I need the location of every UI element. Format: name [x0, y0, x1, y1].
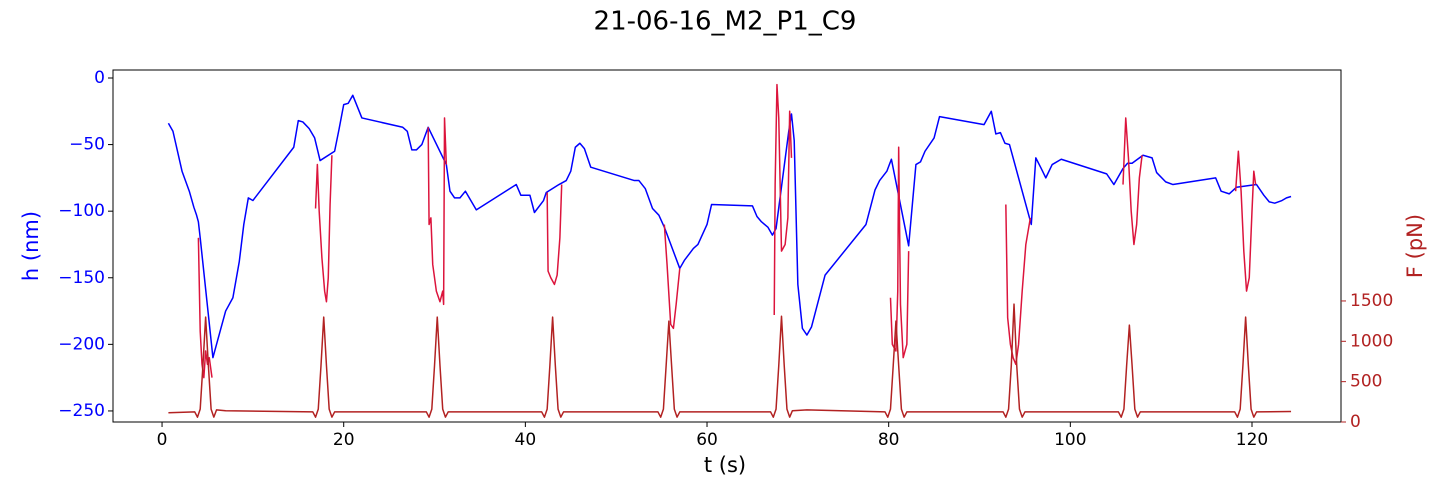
y-tick-label: 0	[94, 68, 105, 88]
y2-tick-label: 1000	[1350, 331, 1393, 351]
chart-title: 21-06-16_M2_P1_C9	[594, 7, 857, 37]
y2-tick-label: 1500	[1350, 291, 1393, 311]
x-tick-label: 100	[1054, 430, 1086, 450]
y2-tick-label: 0	[1350, 412, 1361, 432]
y2-axis-label: F (pN)	[1403, 214, 1427, 278]
x-tick-label: 60	[696, 430, 718, 450]
y-tick-label: −250	[58, 401, 105, 421]
y-tick-label: −100	[58, 201, 105, 221]
y2-tick-label: 500	[1350, 372, 1382, 392]
x-axis-label: t (s)	[704, 453, 746, 477]
x-tick-label: 0	[157, 430, 168, 450]
data-line	[168, 303, 1292, 418]
y-axis-label: h (nm)	[19, 211, 43, 281]
x-tick-label: 40	[515, 430, 537, 450]
y-tick-label: −50	[69, 135, 105, 155]
x-tick-label: 20	[333, 430, 355, 450]
plot-frame	[112, 69, 1342, 423]
data-line	[167, 94, 1292, 359]
x-tick-label: 120	[1236, 430, 1268, 450]
y-tick-label: −200	[58, 334, 105, 354]
y-tick-label: −150	[58, 268, 105, 288]
data-line	[197, 83, 1257, 379]
x-tick-label: 80	[878, 430, 900, 450]
